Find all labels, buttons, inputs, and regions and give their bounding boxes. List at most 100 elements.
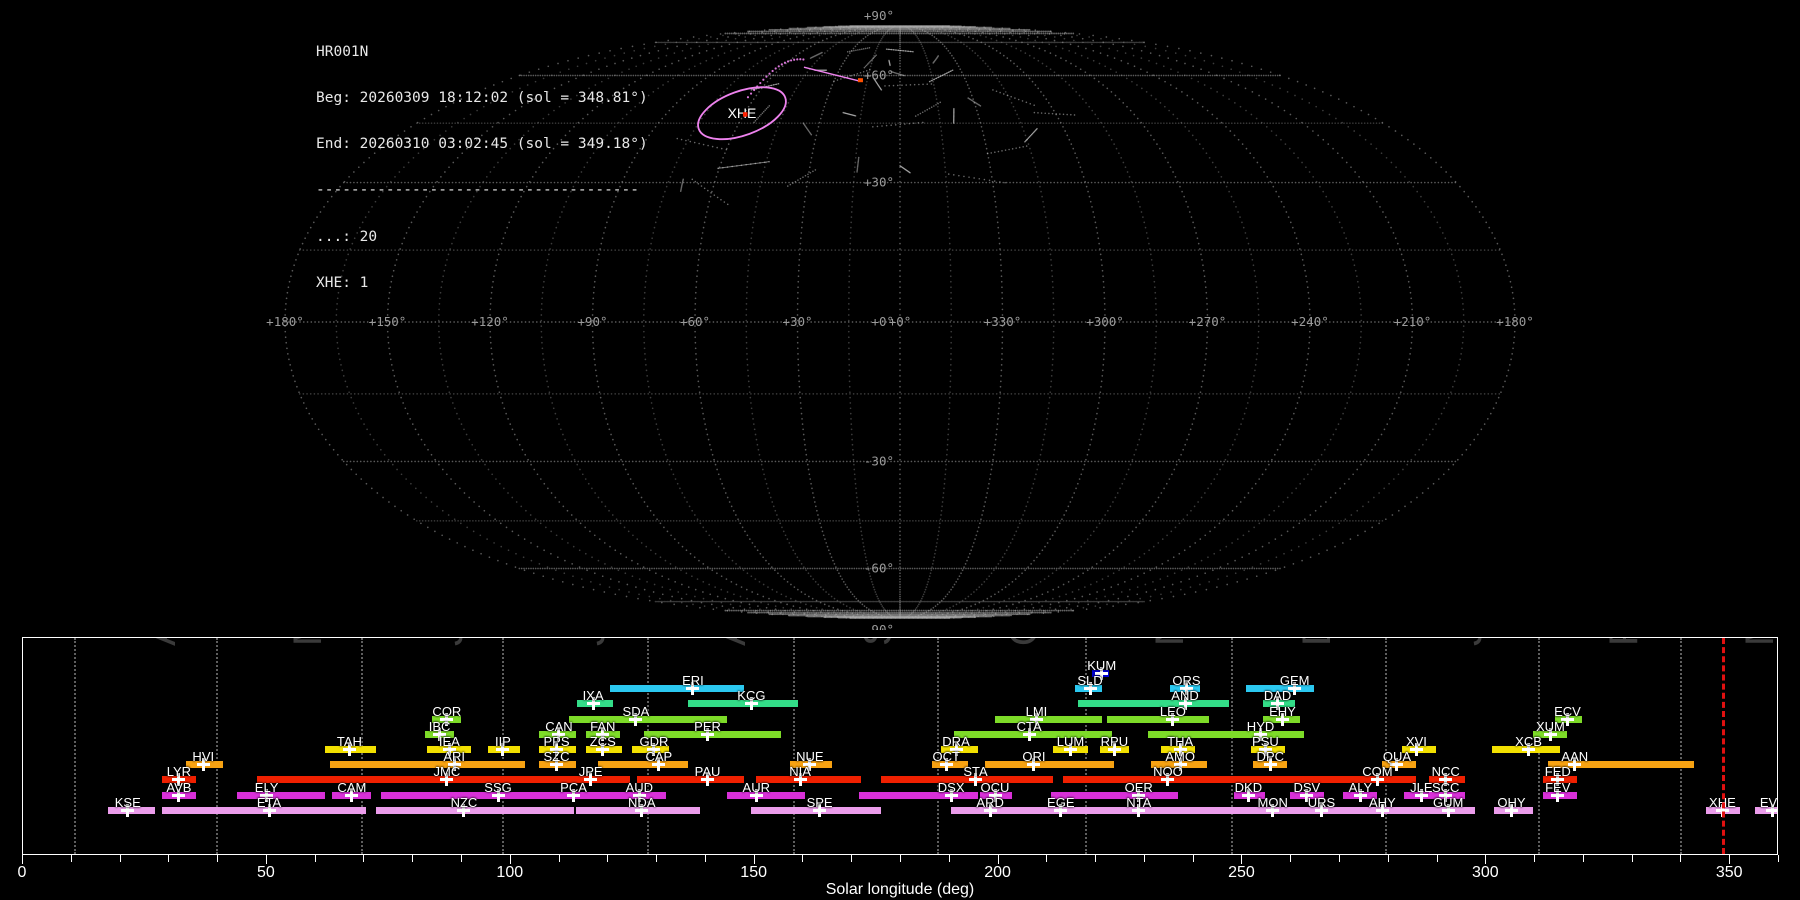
shower-peak-marker[interactable] <box>496 743 510 756</box>
shower-peak-marker[interactable] <box>1715 803 1729 817</box>
shower-activity-bar[interactable] <box>1243 776 1417 784</box>
shower-peak-marker[interactable] <box>1083 682 1097 696</box>
shower-peak-marker[interactable] <box>939 758 953 772</box>
shower-peak-marker[interactable] <box>803 758 817 772</box>
shower-peak-marker[interactable] <box>1439 773 1453 787</box>
shower-peak-marker[interactable] <box>701 773 715 787</box>
shower-activity-bar[interactable] <box>237 791 326 799</box>
shower-peak-marker[interactable] <box>457 803 471 817</box>
shower-peak-marker[interactable] <box>1132 788 1146 802</box>
shower-peak-marker[interactable] <box>433 727 447 741</box>
shower-activity-bar[interactable] <box>381 791 537 799</box>
shower-peak-marker[interactable] <box>1551 788 1565 802</box>
shower-peak-marker[interactable] <box>442 743 456 756</box>
shower-peak-marker[interactable] <box>635 803 649 817</box>
shower-peak-marker[interactable] <box>1271 697 1285 711</box>
shower-peak-marker[interactable] <box>440 773 454 787</box>
shower-activity-bar[interactable] <box>995 715 1103 723</box>
shower-peak-marker[interactable] <box>1027 758 1041 772</box>
shower-peak-marker[interactable] <box>1022 727 1036 741</box>
shower-peak-marker[interactable] <box>813 803 827 817</box>
shower-activity-bar[interactable] <box>610 685 745 693</box>
xhe-radiant-ellipse[interactable] <box>691 77 793 150</box>
shower-activity-bar[interactable] <box>880 776 1054 784</box>
shower-peak-marker[interactable] <box>586 697 600 711</box>
shower-peak-marker[interactable] <box>1029 712 1043 726</box>
shower-activity-bar[interactable] <box>1548 761 1695 769</box>
shower-peak-marker[interactable] <box>1414 788 1428 802</box>
shower-activity-bar[interactable] <box>1148 730 1305 738</box>
shower-peak-marker[interactable] <box>1441 803 1455 817</box>
shower-peak-marker[interactable] <box>983 803 997 817</box>
shower-peak-marker[interactable] <box>1375 803 1389 817</box>
shower-peak-marker[interactable] <box>1241 788 1255 802</box>
shower-peak-marker[interactable] <box>262 803 276 817</box>
shower-activity-bar[interactable] <box>985 761 1115 769</box>
shower-peak-marker[interactable] <box>552 727 566 741</box>
shower-activity-bar[interactable] <box>1077 700 1229 708</box>
shower-peak-marker[interactable] <box>629 712 643 726</box>
shower-peak-marker[interactable] <box>652 758 666 772</box>
shower-peak-marker[interactable] <box>1064 743 1078 756</box>
shower-peak-marker[interactable] <box>1054 803 1068 817</box>
shower-peak-marker[interactable] <box>1132 803 1146 817</box>
shower-peak-marker[interactable] <box>1288 682 1302 696</box>
shower-peak-marker[interactable] <box>1439 788 1453 802</box>
shower-peak-marker[interactable] <box>1522 743 1536 756</box>
shower-peak-marker[interactable] <box>744 697 758 711</box>
shower-peak-marker[interactable] <box>121 803 135 817</box>
shower-activity-bar[interactable] <box>1051 791 1178 799</box>
shower-peak-marker[interactable] <box>1504 803 1518 817</box>
shower-peak-marker[interactable] <box>1263 758 1277 772</box>
shower-peak-marker[interactable] <box>1314 803 1328 817</box>
shower-peak-marker[interactable] <box>1568 758 1582 772</box>
shower-peak-marker[interactable] <box>949 743 963 756</box>
shower-peak-marker[interactable] <box>345 788 359 802</box>
shower-activity-bar[interactable] <box>329 761 525 769</box>
shower-activity-bar[interactable] <box>1245 685 1315 693</box>
shower-peak-marker[interactable] <box>491 788 505 802</box>
shower-peak-marker[interactable] <box>1551 773 1565 787</box>
shower-peak-marker[interactable] <box>1178 697 1192 711</box>
shower-peak-marker[interactable] <box>1409 743 1423 756</box>
shower-peak-marker[interactable] <box>1173 758 1187 772</box>
shower-activity-bar[interactable] <box>636 776 745 784</box>
shower-peak-marker[interactable] <box>596 743 610 756</box>
shower-peak-marker[interactable] <box>1560 712 1574 726</box>
shower-peak-marker[interactable] <box>701 727 715 741</box>
shower-peak-marker[interactable] <box>1107 743 1121 756</box>
shower-peak-marker[interactable] <box>1266 803 1280 817</box>
shower-peak-marker[interactable] <box>632 788 646 802</box>
shower-peak-marker[interactable] <box>969 773 983 787</box>
shower-peak-marker[interactable] <box>440 712 454 726</box>
shower-peak-marker[interactable] <box>596 727 610 741</box>
shower-peak-marker[interactable] <box>686 682 700 696</box>
shower-peak-marker[interactable] <box>1173 743 1187 756</box>
shower-peak-marker[interactable] <box>342 743 356 756</box>
shower-peak-marker[interactable] <box>447 758 461 772</box>
shower-peak-marker[interactable] <box>1166 712 1180 726</box>
shower-peak-marker[interactable] <box>1254 727 1268 741</box>
shower-peak-marker[interactable] <box>550 743 563 756</box>
shower-peak-marker[interactable] <box>1161 773 1175 787</box>
shower-peak-marker[interactable] <box>567 788 581 802</box>
shower-peak-marker[interactable] <box>647 743 661 756</box>
shower-activity-bar[interactable] <box>1107 715 1210 723</box>
shower-activity-bar[interactable] <box>568 715 728 723</box>
shower-activity-bar[interactable] <box>1104 806 1244 814</box>
shower-activity-bar[interactable] <box>688 700 798 708</box>
shower-peak-marker[interactable] <box>550 758 563 772</box>
shower-peak-marker[interactable] <box>1390 758 1404 772</box>
shower-peak-marker[interactable] <box>1179 682 1193 696</box>
shower-activity-bar[interactable] <box>727 791 805 799</box>
shower-peak-marker[interactable] <box>749 788 763 802</box>
shower-peak-marker[interactable] <box>1275 712 1289 726</box>
radiant-ellipse-group[interactable]: XHE <box>691 58 863 149</box>
shower-activity-bar[interactable] <box>597 761 689 769</box>
shower-peak-marker[interactable] <box>1370 773 1384 787</box>
shower-peak-marker[interactable] <box>260 788 274 802</box>
shower-activity-bar[interactable] <box>756 776 862 784</box>
shower-peak-marker[interactable] <box>196 758 210 772</box>
shower-activity-bar[interactable] <box>376 806 574 814</box>
shower-peak-marker[interactable] <box>793 773 807 787</box>
